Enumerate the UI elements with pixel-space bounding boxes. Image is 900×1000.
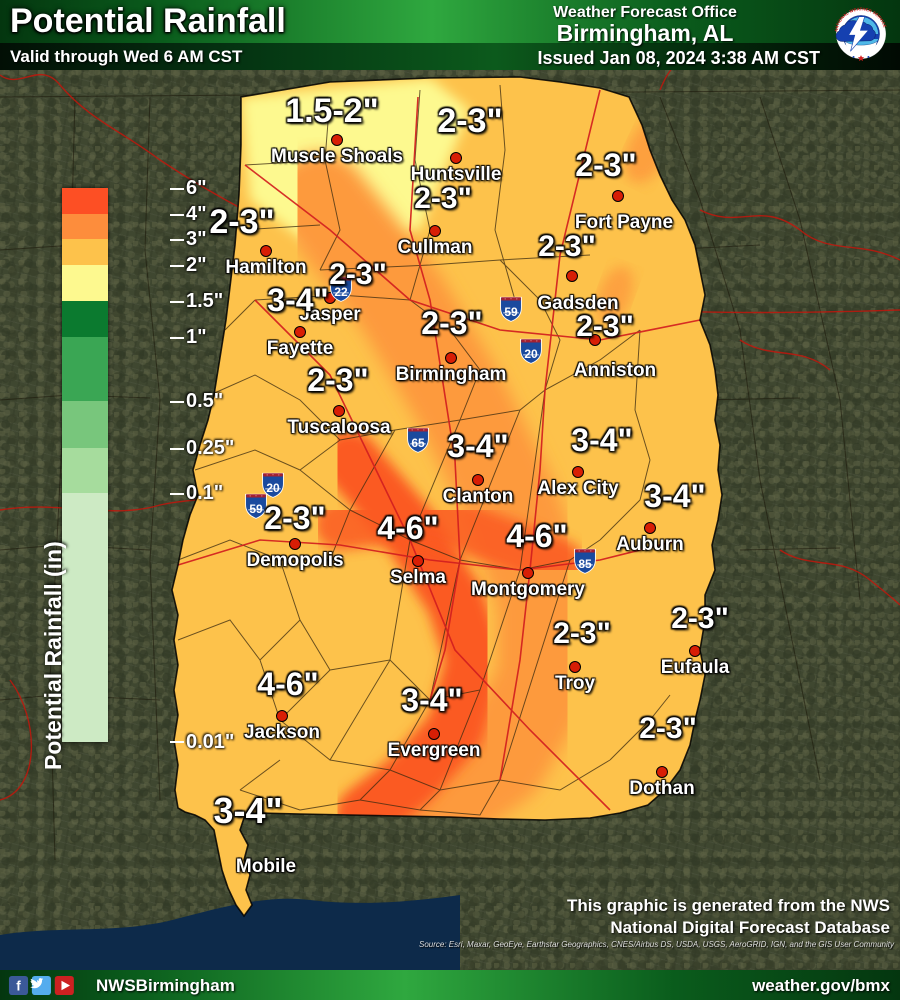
svg-text:f: f [16,978,21,993]
